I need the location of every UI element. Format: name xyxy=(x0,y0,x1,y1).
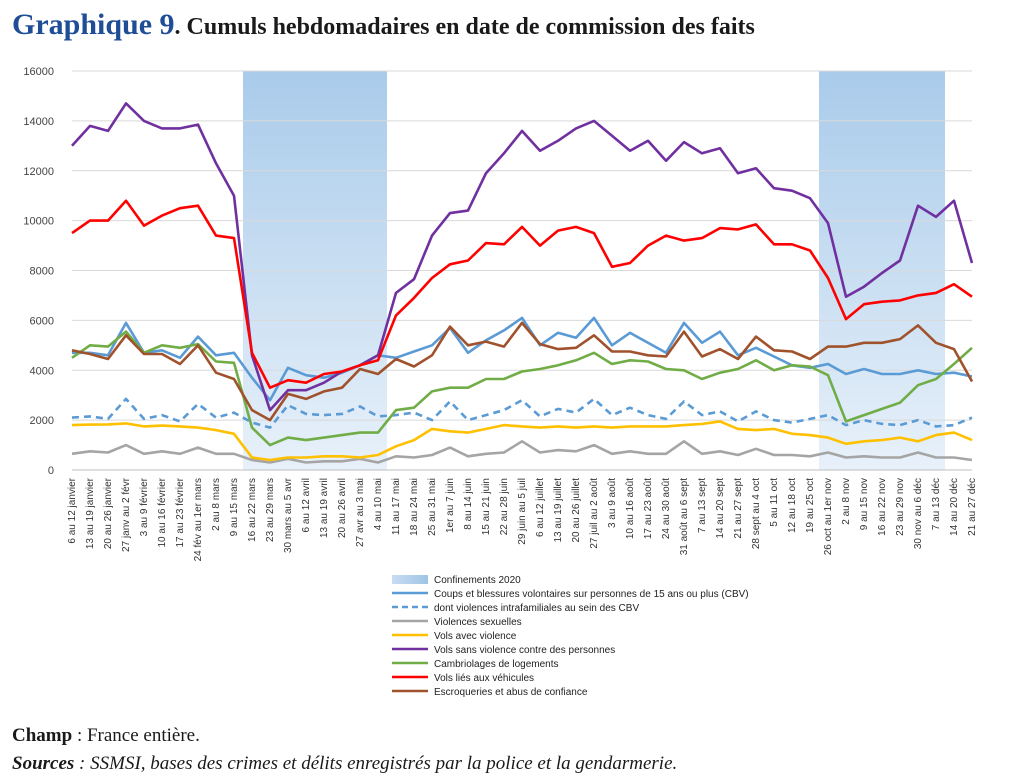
x-tick-label: 6 au 12 janvier xyxy=(67,477,78,543)
series-lines xyxy=(71,102,974,464)
sources-text: : SSMSI, bases des crimes et délits enre… xyxy=(74,753,678,774)
x-tick-label: 16 au 22 nov xyxy=(877,478,888,536)
x-tick-label: 9 au 15 mars xyxy=(229,478,240,536)
y-tick-label: 14000 xyxy=(23,116,54,128)
x-tick-label: 31 août au 6 sept xyxy=(679,478,690,556)
champ-label: Champ xyxy=(12,725,73,746)
legend-label-4: Vols avec violence xyxy=(434,631,517,642)
x-tick-label: 20 au 26 juillet xyxy=(571,478,582,543)
x-tick-label: 1er au 7 juin xyxy=(445,478,456,533)
y-tick-label: 16000 xyxy=(23,66,54,78)
x-tick-label: 10 au 16 février xyxy=(157,477,168,547)
y-tick-label: 2000 xyxy=(30,415,54,427)
x-tick-label: 20 au 26 janvier xyxy=(103,477,114,549)
legend-label-8: Escroqueries et abus de confiance xyxy=(434,687,588,698)
series-line-5 xyxy=(71,102,974,412)
series-line-8 xyxy=(71,321,974,422)
x-tick-label: 30 nov au 6 déc xyxy=(913,478,924,549)
x-tick-label: 21 au 27 sept xyxy=(733,478,744,539)
x-tick-label: 9 au 15 nov xyxy=(859,478,870,530)
x-tick-label: 16 au 22 mars xyxy=(247,478,258,542)
champ-text: : France entière. xyxy=(72,725,200,746)
legend-label-shade: Confinements 2020 xyxy=(434,575,521,586)
x-axis-ticks: 6 au 12 janvier 13 au 19 janvier 20 au 26 … xyxy=(67,477,978,561)
legend-label-3: Violences sexuelles xyxy=(434,617,522,628)
figure-title-text: . Cumuls hebdomadaires en date de commis… xyxy=(174,14,755,40)
x-tick-label: 7 au 13 déc xyxy=(931,478,942,530)
x-tick-label: 11 au 17 mai xyxy=(391,478,402,535)
series-line-6 xyxy=(71,330,973,447)
x-tick-label: 15 au 21 juin xyxy=(481,478,492,535)
series-line-1 xyxy=(72,316,973,402)
y-axis-ticks: 0 2000 4000 6000 8000 10000 12000 14000 16000 xyxy=(23,66,54,477)
x-tick-label: 4 au 10 mai xyxy=(373,478,384,530)
x-tick-label: 2 au 8 mars xyxy=(211,478,222,531)
x-tick-label: 3 au 9 février xyxy=(139,477,150,536)
x-tick-label: 17 au 23 février xyxy=(175,477,186,547)
sources-label: Sources xyxy=(12,753,75,774)
x-tick-label: 27 janv au 2 févr xyxy=(121,477,132,552)
x-tick-label: 18 au 24 mai xyxy=(409,478,420,536)
legend-label-6: Cambriolages de logements xyxy=(434,659,559,670)
figure-title: Graphique 9. Cumuls hebdomadaires en dat… xyxy=(12,8,755,42)
champ-note: Champ : France entière. xyxy=(12,722,677,750)
series-line-3 xyxy=(71,439,973,464)
x-tick-label: 5 au 11 oct xyxy=(769,478,780,527)
x-tick-label: 19 au 25 oct xyxy=(805,478,816,533)
legend-label-5: Vols sans violence contre des personnes xyxy=(434,645,615,656)
sources-note: Sources : SSMSI, bases des crimes et dél… xyxy=(12,750,677,778)
series-line-2 xyxy=(71,397,973,429)
legend-swatch-shade xyxy=(392,575,428,584)
x-tick-label: 6 au 12 juillet xyxy=(535,478,546,537)
x-tick-label: 2 au 8 nov xyxy=(841,478,852,525)
x-tick-label: 24 fév au 1er mars xyxy=(193,478,204,561)
x-tick-label: 17 au 23 août xyxy=(643,478,654,539)
x-tick-label: 26 oct au 1er nov xyxy=(823,478,834,555)
x-tick-label: 13 au 19 janvier xyxy=(85,477,96,549)
line-chart: 0 2000 4000 6000 8000 10000 12000 14000 16000 6 … xyxy=(23,66,978,698)
figure-notes: Champ : France entière. Sources : SSMSI,… xyxy=(12,722,677,778)
legend-label-2: dont violences intrafamiliales au sein d… xyxy=(434,603,639,614)
legend-label-1: Coups et blessures volontaires sur perso… xyxy=(434,589,749,600)
legend: Confinements 2020 Coups et blessures volo… xyxy=(392,575,749,698)
x-tick-label: 22 au 28 juin xyxy=(499,478,510,535)
y-tick-label: 12000 xyxy=(23,166,54,178)
x-tick-label: 21 au 27 déc xyxy=(967,478,978,536)
x-tick-label: 23 au 29 mars xyxy=(265,478,276,542)
x-tick-label: 20 au 26 avril xyxy=(337,478,348,538)
figure-number: Graphique 9 xyxy=(12,8,175,41)
x-tick-label: 14 au 20 déc xyxy=(949,478,960,536)
series-line-4 xyxy=(71,420,973,462)
x-tick-label: 12 au 18 oct xyxy=(787,478,798,533)
x-tick-label: 30 mars au 5 avr xyxy=(283,477,294,553)
x-tick-label: 28 sept au 4 oct xyxy=(751,478,762,549)
x-tick-label: 25 au 31 mai xyxy=(427,478,438,536)
x-tick-label: 7 au 13 sept xyxy=(697,478,708,533)
x-tick-label: 6 au 12 avril xyxy=(301,478,312,532)
x-tick-label: 27 juil au 2 août xyxy=(589,478,600,549)
y-tick-label: 6000 xyxy=(30,315,54,327)
y-tick-label: 8000 xyxy=(30,266,54,278)
legend-label-7: Vols liés aux véhicules xyxy=(434,673,534,684)
x-tick-label: 10 au 16 août xyxy=(625,478,636,539)
series-line-7 xyxy=(71,199,973,390)
y-tick-label: 0 xyxy=(48,465,54,477)
y-tick-label: 4000 xyxy=(30,365,54,377)
x-tick-label: 3 au 9 août xyxy=(607,478,618,528)
y-tick-label: 10000 xyxy=(23,216,54,228)
x-tick-label: 23 au 29 nov xyxy=(895,478,906,536)
x-tick-label: 24 au 30 août xyxy=(661,478,672,539)
x-tick-label: 13 au 19 juillet xyxy=(553,478,564,543)
x-tick-label: 27 avr au 3 mai xyxy=(355,478,366,547)
x-tick-label: 29 juin au 5 juil xyxy=(517,478,528,545)
x-tick-label: 13 au 19 avril xyxy=(319,478,330,538)
x-tick-label: 14 au 20 sept xyxy=(715,478,726,539)
x-tick-label: 8 au 14 juin xyxy=(463,478,474,530)
